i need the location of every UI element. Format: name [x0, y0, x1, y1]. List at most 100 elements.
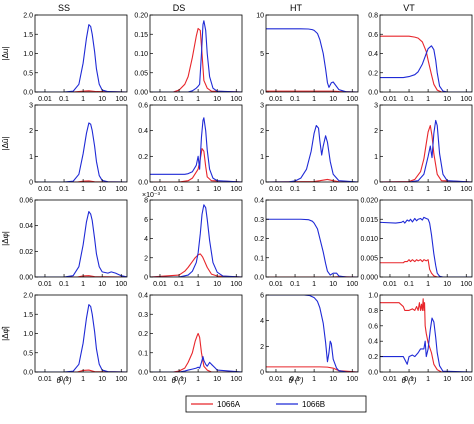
panel-r3c4: 0.01 0.1 1 10 100 0.000 0.005 0.010 0.015 0.020 — [360, 198, 472, 289]
x-tick-label-r2c1-3: 10 — [98, 186, 106, 193]
panel-r2c2: 0.01 0.1 1 10 100 0.0 0.2 0.4 0.6 — [138, 103, 242, 194]
x-tick-label-r3c2-2: 1 — [196, 281, 200, 288]
x-tick-label-r1c4-2: 1 — [426, 96, 430, 103]
axes-box-r2c2 — [150, 105, 242, 182]
series-1066b-line-r2c4 — [380, 120, 472, 182]
y-tick-label-r3c3-0: 0.0 — [254, 275, 264, 282]
axes-box-r1c1 — [35, 15, 127, 92]
y-tick-label-r1c1-3: 1.5 — [23, 32, 33, 39]
panel-r2c3: 0.01 0.1 1 10 100 0 1 2 3 — [260, 103, 358, 194]
x-tick-label-r2c4-1: 0.1 — [404, 186, 414, 193]
series-1066b-line-r1c3 — [266, 29, 358, 92]
series-1066b-line-r3c3 — [266, 219, 358, 277]
x-axis-label-col-2: θ (°) — [171, 376, 186, 385]
series-1066b-line-r1c2 — [150, 21, 242, 92]
y-tick-label-r1c4-2: 0.4 — [368, 51, 378, 58]
y-tick-label-r4c3-0: 0 — [260, 370, 264, 377]
series-1066a-line-r4c2 — [150, 334, 242, 373]
series-1066b-line-r3c1 — [35, 212, 127, 277]
y-tick-label-r4c4-5: 1.0 — [368, 293, 378, 300]
series-1066a-line-r2c4 — [380, 126, 472, 182]
column-title-ss: SS — [58, 3, 70, 13]
y-tick-label-r2c4-1: 1 — [374, 154, 378, 161]
y-tick-label-r2c4-0: 0 — [374, 180, 378, 187]
x-tick-label-r1c3-3: 10 — [329, 96, 337, 103]
x-tick-label-r1c2-0: 0.01 — [153, 96, 167, 103]
y-tick-label-r4c3-1: 2 — [260, 344, 264, 351]
y-tick-label-r3c4-3: 0.015 — [360, 217, 378, 224]
series-1066a-line-r4c4 — [380, 299, 472, 372]
panel-r1c1: 0.01 0.1 1 10 100 0.0 0.5 1.0 1.5 2.0 |Δu| — [1, 13, 127, 104]
x-tick-label-r1c1-0: 0.01 — [38, 96, 52, 103]
x-tick-label-r1c1-2: 1 — [81, 96, 85, 103]
x-tick-label-r1c4-4: 100 — [460, 96, 472, 103]
x-axis-label-col-4: θ (°) — [401, 376, 416, 385]
y-tick-label-r1c4-3: 0.6 — [368, 32, 378, 39]
y-tick-label-r4c2-0: 0.0 — [138, 370, 148, 377]
column-titles: SS DS HT VT — [58, 3, 415, 13]
x-tick-label-r4c1-0: 0.01 — [38, 376, 52, 383]
y-tick-label-r2c4-2: 2 — [374, 128, 378, 135]
y-tick-label-r2c1-1: 1 — [29, 154, 33, 161]
y-tick-label-r1c3-0: 0 — [260, 90, 264, 97]
x-tick-label-r1c1-3: 10 — [98, 96, 106, 103]
y-tick-label-r4c4-3: 0.6 — [368, 323, 378, 330]
x-tick-label-r1c2-2: 1 — [196, 96, 200, 103]
x-tick-label-r3c4-2: 1 — [426, 281, 430, 288]
x-tick-label-r3c2-1: 0.1 — [174, 281, 184, 288]
y-tick-label-r1c3-2: 10 — [256, 13, 264, 20]
axes-box-r1c3 — [266, 15, 358, 92]
row-ylabel-4: |Δφ̂| — [1, 326, 10, 341]
y-tick-label-r2c2-1: 0.2 — [138, 154, 148, 161]
panel-r3c2: 0.01 0.1 1 10 10002468×10⁻³ — [142, 192, 242, 288]
x-tick-label-r3c4-3: 10 — [443, 281, 451, 288]
series-1066b-line-r1c4 — [380, 46, 472, 92]
x-tick-label-r1c4-1: 0.1 — [404, 96, 414, 103]
x-tick-label-r3c2-0: 0.01 — [153, 281, 167, 288]
column-title-vt: VT — [403, 3, 415, 13]
x-tick-label-r3c1-3: 10 — [98, 281, 106, 288]
y-tick-label-r1c4-0: 0.0 — [368, 90, 378, 97]
y-tick-label-r3c1-3: 0.06 — [19, 198, 33, 205]
x-tick-label-r2c3-1: 0.1 — [290, 186, 300, 193]
y-tick-label-r1c1-1: 0.5 — [23, 70, 33, 77]
y-tick-label-r3c1-0: 0.00 — [19, 275, 33, 282]
axes-box-r1c2 — [150, 15, 242, 92]
y-tick-label-r2c1-3: 3 — [29, 103, 33, 110]
y-tick-label-r2c3-3: 3 — [260, 103, 264, 110]
y-tick-label-r3c2-3: 6 — [144, 217, 148, 224]
x-tick-label-r4c2-2: 1 — [196, 376, 200, 383]
y-tick-label-r4c3-2: 4 — [260, 318, 264, 325]
y-tick-label-r1c1-0: 0.0 — [23, 90, 33, 97]
series-1066b-line-r3c2 — [150, 205, 242, 277]
panel-r4c3: 0.01 0.1 1 10 1000246 — [260, 293, 358, 384]
series-1066b-line-r1c1 — [35, 25, 127, 92]
y-tick-label-r3c3-2: 0.2 — [254, 236, 264, 243]
x-tick-label-r3c2-3: 10 — [213, 281, 221, 288]
y-tick-label-r3c3-3: 0.3 — [254, 217, 264, 224]
x-axis-label-col-3: θ (°) — [288, 376, 303, 385]
x-tick-label-r4c1-3: 10 — [98, 376, 106, 383]
series-1066b-line-r4c2 — [150, 357, 242, 372]
row-ylabel-2: |Δû| — [1, 137, 10, 151]
y-tick-label-r3c2-1: 2 — [144, 255, 148, 262]
x-tick-label-r4c3-3: 10 — [329, 376, 337, 383]
y-tick-label-r2c1-0: 0 — [29, 180, 33, 187]
y-tick-label-r2c2-3: 0.6 — [138, 103, 148, 110]
y-tick-label-r3c1-1: 0.02 — [19, 249, 33, 256]
y-tick-label-r4c1-0: 0.0 — [23, 370, 33, 377]
panel-r4c1: 0.01 0.1 1 10 100 0.0 0.5 1.0 1.5 2.0 |Δφ̂| — [1, 293, 127, 384]
y-tick-label-r4c1-4: 2.0 — [23, 293, 33, 300]
x-tick-label-r4c3-2: 1 — [312, 376, 316, 383]
y-tick-label-r4c4-4: 0.8 — [368, 308, 378, 315]
x-tick-label-r2c2-4: 100 — [230, 186, 242, 193]
axes-box-r2c1 — [35, 105, 127, 182]
x-tick-label-r1c3-4: 100 — [346, 96, 358, 103]
y-tick-label-r3c4-0: 0.000 — [360, 275, 378, 282]
x-tick-label-r2c1-1: 0.1 — [59, 186, 69, 193]
axes-box-r3c3 — [266, 200, 358, 277]
series-1066b-line-r4c4 — [380, 318, 472, 372]
x-tick-label-r2c1-4: 100 — [115, 186, 127, 193]
x-axis-label-col-1: θ (°) — [56, 376, 71, 385]
